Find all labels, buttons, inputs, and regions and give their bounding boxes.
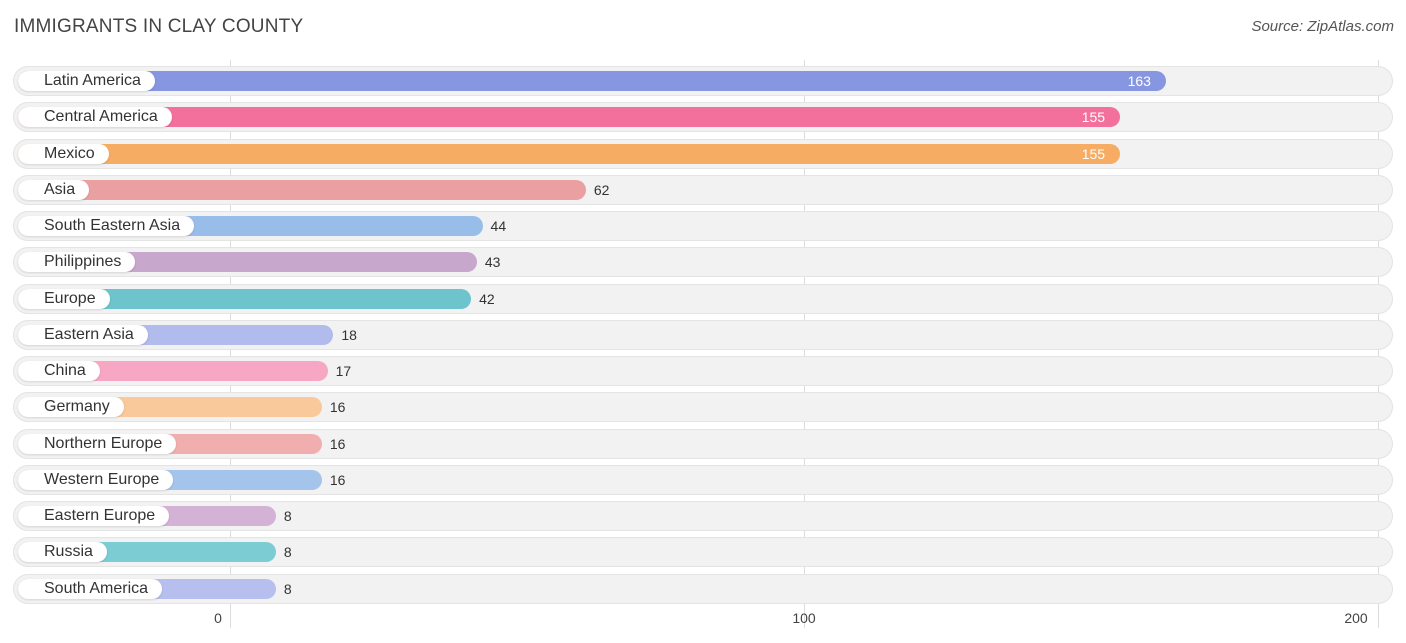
bar[interactable]	[18, 107, 1120, 128]
category-label: Latin America	[18, 71, 155, 91]
category-label: Mexico	[18, 143, 109, 164]
data-label: 155	[1081, 109, 1106, 126]
data-label: 43	[484, 254, 501, 271]
data-label: 155	[1081, 145, 1106, 162]
category-label: China	[18, 361, 100, 381]
source-label: Source: ZipAtlas.com	[1251, 18, 1394, 35]
category-label: Russia	[18, 542, 107, 563]
x-tick-label: 200	[1344, 610, 1368, 626]
category-label: South America	[18, 578, 163, 599]
category-label: Eastern Europe	[18, 506, 170, 526]
data-label: 18	[341, 326, 357, 343]
data-label: 8	[283, 508, 292, 524]
x-tick-label: 100	[792, 610, 816, 626]
data-label: 16	[329, 471, 346, 488]
category-label: Eastern Asia	[18, 324, 148, 345]
chart-title: IMMIGRANTS IN CLAY COUNTY	[14, 16, 304, 37]
bar[interactable]	[18, 288, 472, 309]
category-label: Germany	[18, 397, 124, 418]
data-label: 8	[283, 580, 292, 597]
category-label: Asia	[18, 179, 90, 200]
data-label: 17	[335, 363, 352, 379]
bar[interactable]	[18, 179, 586, 200]
category-label: Central America	[18, 107, 172, 128]
bar[interactable]	[18, 71, 1166, 91]
x-tick-label: 0	[214, 610, 222, 626]
category-label: Western Europe	[18, 469, 174, 490]
data-label: 42	[479, 290, 495, 307]
category-label: Northern Europe	[18, 433, 177, 454]
data-label: 8	[283, 544, 292, 561]
data-label: 163	[1127, 73, 1151, 89]
bar[interactable]	[18, 143, 1120, 164]
data-label: 62	[593, 181, 610, 198]
data-label: 16	[329, 435, 346, 452]
data-label: 44	[490, 218, 507, 234]
data-label: 16	[329, 399, 346, 416]
category-label: South Eastern Asia	[18, 216, 195, 236]
category-label: Philippines	[18, 252, 136, 273]
category-label: Europe	[18, 288, 110, 309]
